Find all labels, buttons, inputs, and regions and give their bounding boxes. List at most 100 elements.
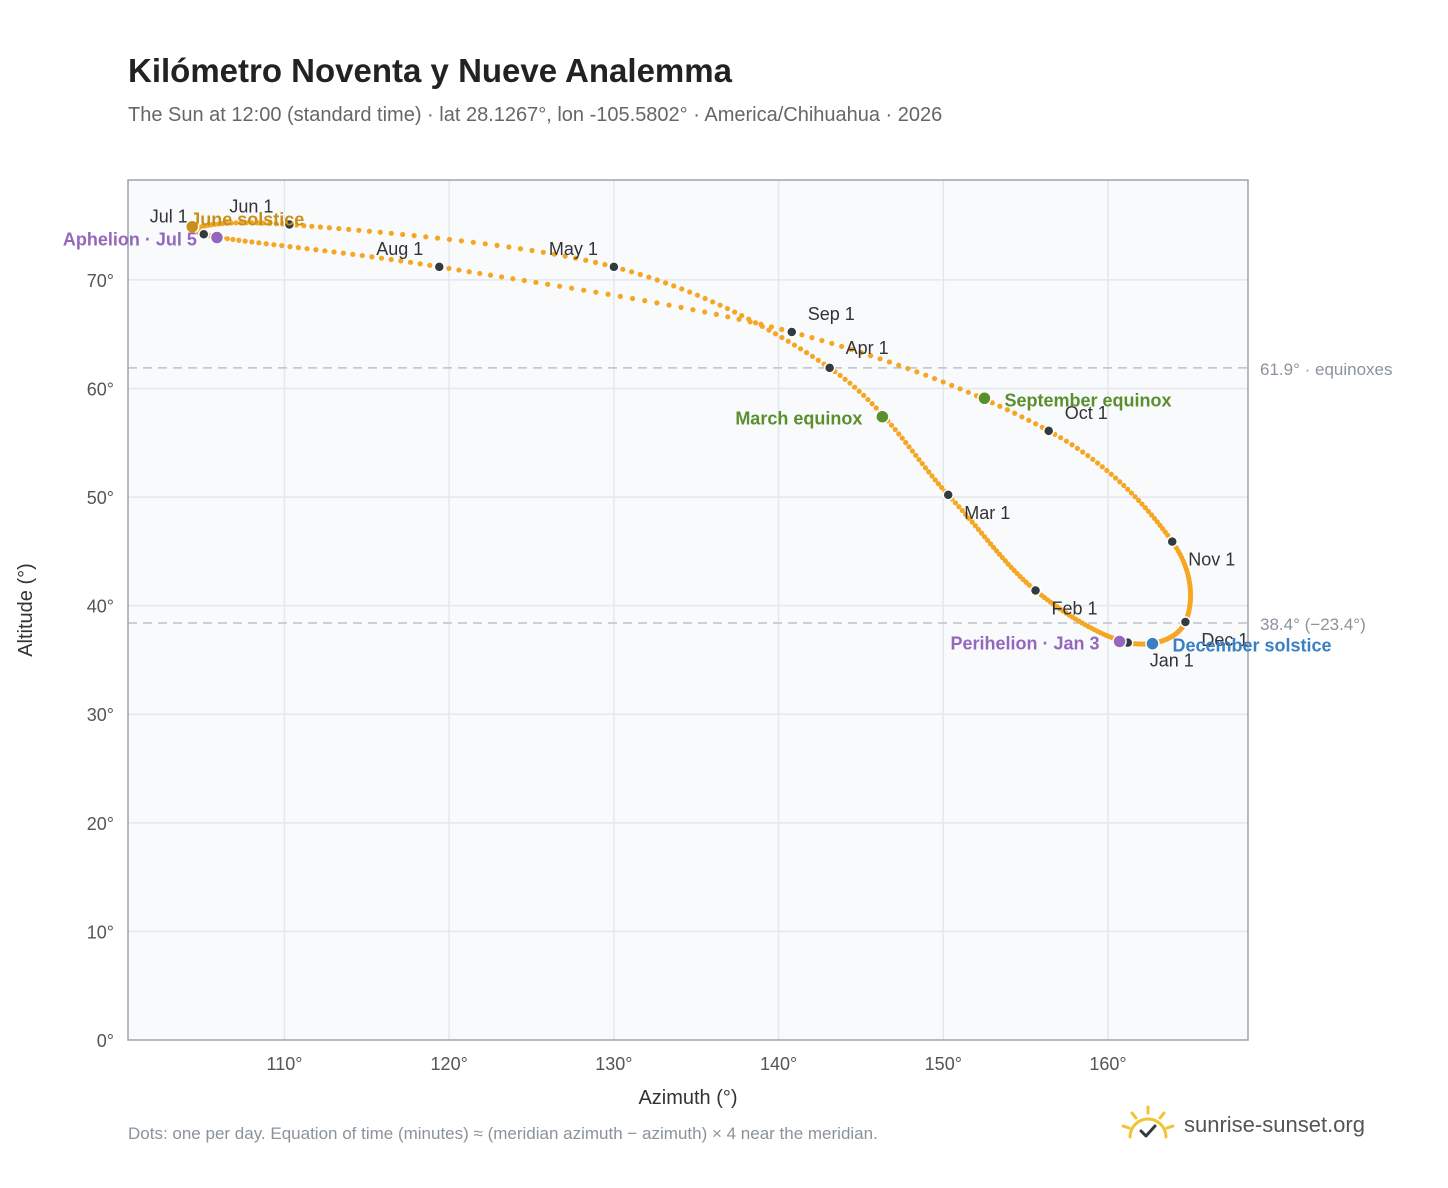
daily-dot — [931, 375, 938, 382]
daily-dot — [785, 338, 791, 344]
daily-dot — [654, 277, 660, 283]
daily-dot — [378, 255, 385, 261]
x-tick-label: 160° — [1089, 1054, 1126, 1074]
daily-dot — [407, 259, 414, 265]
x-tick-label: 110° — [267, 1054, 303, 1074]
daily-dot — [1135, 497, 1142, 503]
daily-dot — [1090, 456, 1096, 462]
daily-dot — [256, 240, 262, 246]
daily-dot — [400, 231, 406, 238]
daily-dot — [1058, 435, 1064, 441]
daily-dot — [906, 444, 912, 450]
daily-dot — [861, 392, 867, 398]
daily-dot — [972, 523, 978, 529]
event-label: September equinox — [1004, 390, 1171, 410]
daily-dot — [417, 261, 423, 267]
month-marker — [1179, 616, 1192, 628]
daily-dot — [1151, 515, 1158, 522]
daily-dot — [326, 225, 332, 231]
month-marker — [1042, 425, 1055, 437]
daily-dot — [249, 239, 255, 245]
daily-dot — [996, 551, 1003, 557]
month-label: Jan 1 — [1150, 651, 1194, 671]
event-label: June solstice — [190, 210, 304, 230]
daily-dot — [747, 319, 753, 325]
daily-dot — [366, 228, 373, 234]
daily-dot — [959, 507, 965, 514]
daily-dot — [602, 261, 608, 268]
sun-check-icon — [1121, 1105, 1175, 1139]
event-marker — [1145, 636, 1160, 651]
daily-dot — [592, 259, 599, 265]
daily-dot — [997, 403, 1003, 409]
month-label: Apr 1 — [846, 338, 889, 358]
daily-dot — [725, 314, 731, 320]
daily-dot — [772, 331, 779, 337]
daily-dot — [569, 285, 575, 291]
daily-dot — [905, 365, 911, 372]
daily-dot — [702, 295, 708, 302]
daily-dot — [899, 435, 905, 441]
daily-dot — [984, 537, 991, 543]
y-tick-label: 70° — [87, 271, 114, 291]
daily-dot — [687, 289, 693, 295]
daily-dot — [529, 247, 535, 254]
daily-dot — [224, 220, 230, 226]
daily-dot — [939, 484, 945, 491]
month-marker — [198, 228, 210, 241]
daily-dot — [313, 247, 319, 253]
daily-dot — [724, 305, 731, 312]
daily-dot — [922, 465, 929, 471]
daily-dot — [295, 245, 301, 251]
daily-dot — [238, 220, 244, 226]
y-tick-label: 20° — [87, 814, 114, 834]
daily-dot — [965, 389, 971, 395]
daily-dot — [739, 312, 745, 319]
daily-dot — [446, 236, 453, 243]
daily-dot — [869, 401, 875, 407]
daily-dot — [914, 369, 920, 375]
daily-dot — [1069, 442, 1075, 448]
daily-dot — [990, 544, 997, 550]
month-marker — [786, 326, 798, 338]
daily-dot — [1132, 494, 1138, 500]
daily-dot — [224, 236, 230, 242]
daily-dot — [219, 220, 226, 227]
daily-dot — [254, 220, 261, 226]
x-axis-label: Azimuth (°) — [638, 1087, 737, 1109]
daily-dot — [498, 274, 505, 280]
daily-dot — [1104, 467, 1110, 474]
daily-dot — [545, 281, 551, 287]
month-label: Sep 1 — [808, 304, 855, 324]
daily-dot — [981, 534, 988, 540]
daily-dot — [926, 469, 932, 475]
brand[interactable]: sunrise-sunset.org — [1120, 1100, 1365, 1150]
event-label: March equinox — [735, 409, 862, 429]
daily-dot — [620, 266, 626, 272]
daily-dot — [975, 526, 982, 533]
daily-dot — [963, 511, 969, 518]
daily-dot — [637, 271, 643, 278]
month-label: May 1 — [549, 239, 598, 259]
daily-dot — [952, 500, 959, 506]
month-marker — [608, 261, 620, 273]
daily-dot — [717, 302, 723, 308]
daily-dot — [506, 244, 512, 250]
daily-dot — [1063, 438, 1069, 444]
daily-dot — [629, 295, 636, 302]
daily-dot — [317, 224, 323, 230]
month-marker — [942, 489, 954, 501]
daily-dot — [466, 269, 472, 275]
daily-dot — [847, 380, 853, 386]
reference-line-label: 38.4° (−23.4°) — [1260, 615, 1366, 634]
daily-dot — [309, 223, 315, 229]
daily-dot — [969, 519, 975, 525]
daily-dot — [477, 270, 483, 277]
daily-dot — [398, 258, 404, 264]
daily-dot — [263, 241, 269, 247]
month-label: Feb 1 — [1052, 598, 1098, 618]
daily-dot — [1145, 508, 1152, 514]
y-tick-label: 60° — [87, 379, 114, 399]
daily-dot — [679, 286, 685, 292]
analemma-path — [193, 220, 1194, 647]
